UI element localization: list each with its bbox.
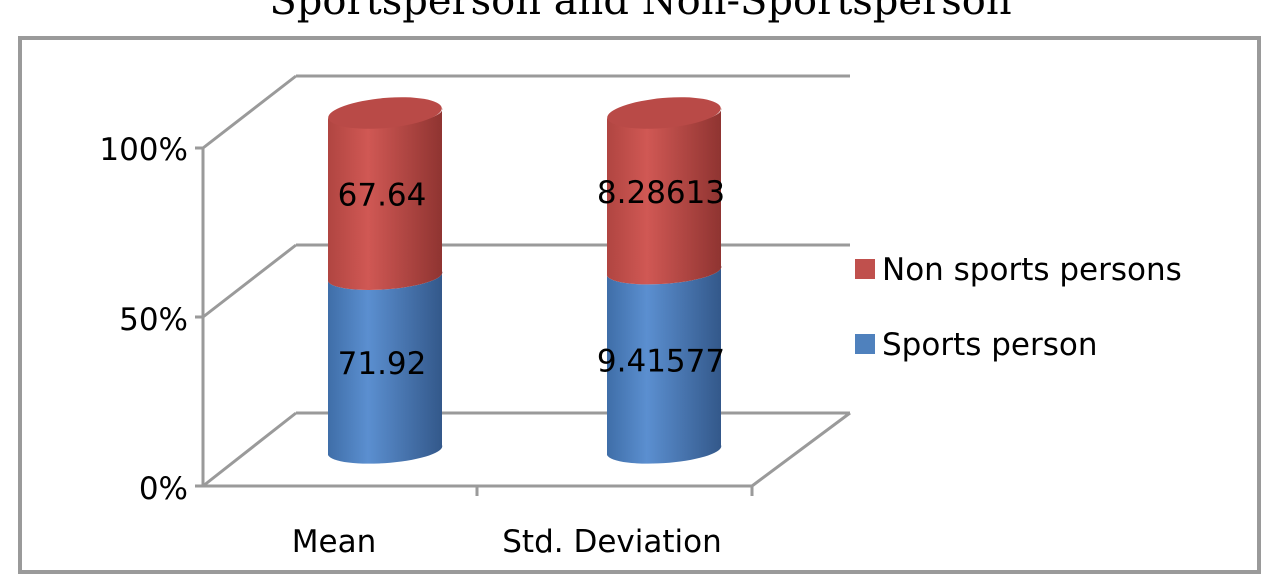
legend-label-non-sports-persons: Non sports persons: [882, 252, 1182, 288]
bar-top-non-sports-persons-mean: [328, 97, 442, 129]
data-label-non-sports-persons-mean: 67.64: [338, 178, 427, 214]
y-tick-label-0: 0%: [139, 471, 188, 507]
floor-right-edge: [751, 411, 851, 488]
category-label-std-deviation: Std. Deviation: [502, 524, 722, 560]
bar-sports-person-mean: [328, 271, 443, 464]
bar-sports-person-std-deviation: [607, 265, 722, 464]
data-label-sports-person-std-deviation: 9.41577: [597, 343, 725, 379]
data-label-non-sports-persons-std-deviation: 8.28613: [597, 175, 725, 211]
legend: Non sports persons Sports person: [855, 252, 1182, 363]
chart-walls: [195, 74, 851, 496]
bar-top-non-sports-persons-std-deviation: [607, 97, 721, 129]
legend-label-sports-person: Sports person: [882, 327, 1098, 363]
legend-swatch-non-sports-persons: [855, 259, 875, 279]
y-tick-label-50: 50%: [119, 302, 188, 338]
category-label-mean: Mean: [292, 524, 376, 560]
bar-non-sports-persons-std-deviation: [607, 108, 722, 285]
grid-side-50: [202, 243, 297, 319]
data-label-sports-person-mean: 71.92: [338, 346, 427, 382]
floor-left-edge: [202, 411, 297, 488]
bar-non-sports-persons-mean: [328, 108, 443, 290]
bars-group: 71.92 67.64 9.41577 8.28613: [328, 97, 725, 464]
chart-title: Sportsperson and Non-Sportsperson: [269, 0, 1012, 24]
y-tick-label-100: 100%: [99, 132, 188, 168]
legend-swatch-sports-person: [855, 334, 875, 354]
grid-side-100: [202, 74, 297, 150]
